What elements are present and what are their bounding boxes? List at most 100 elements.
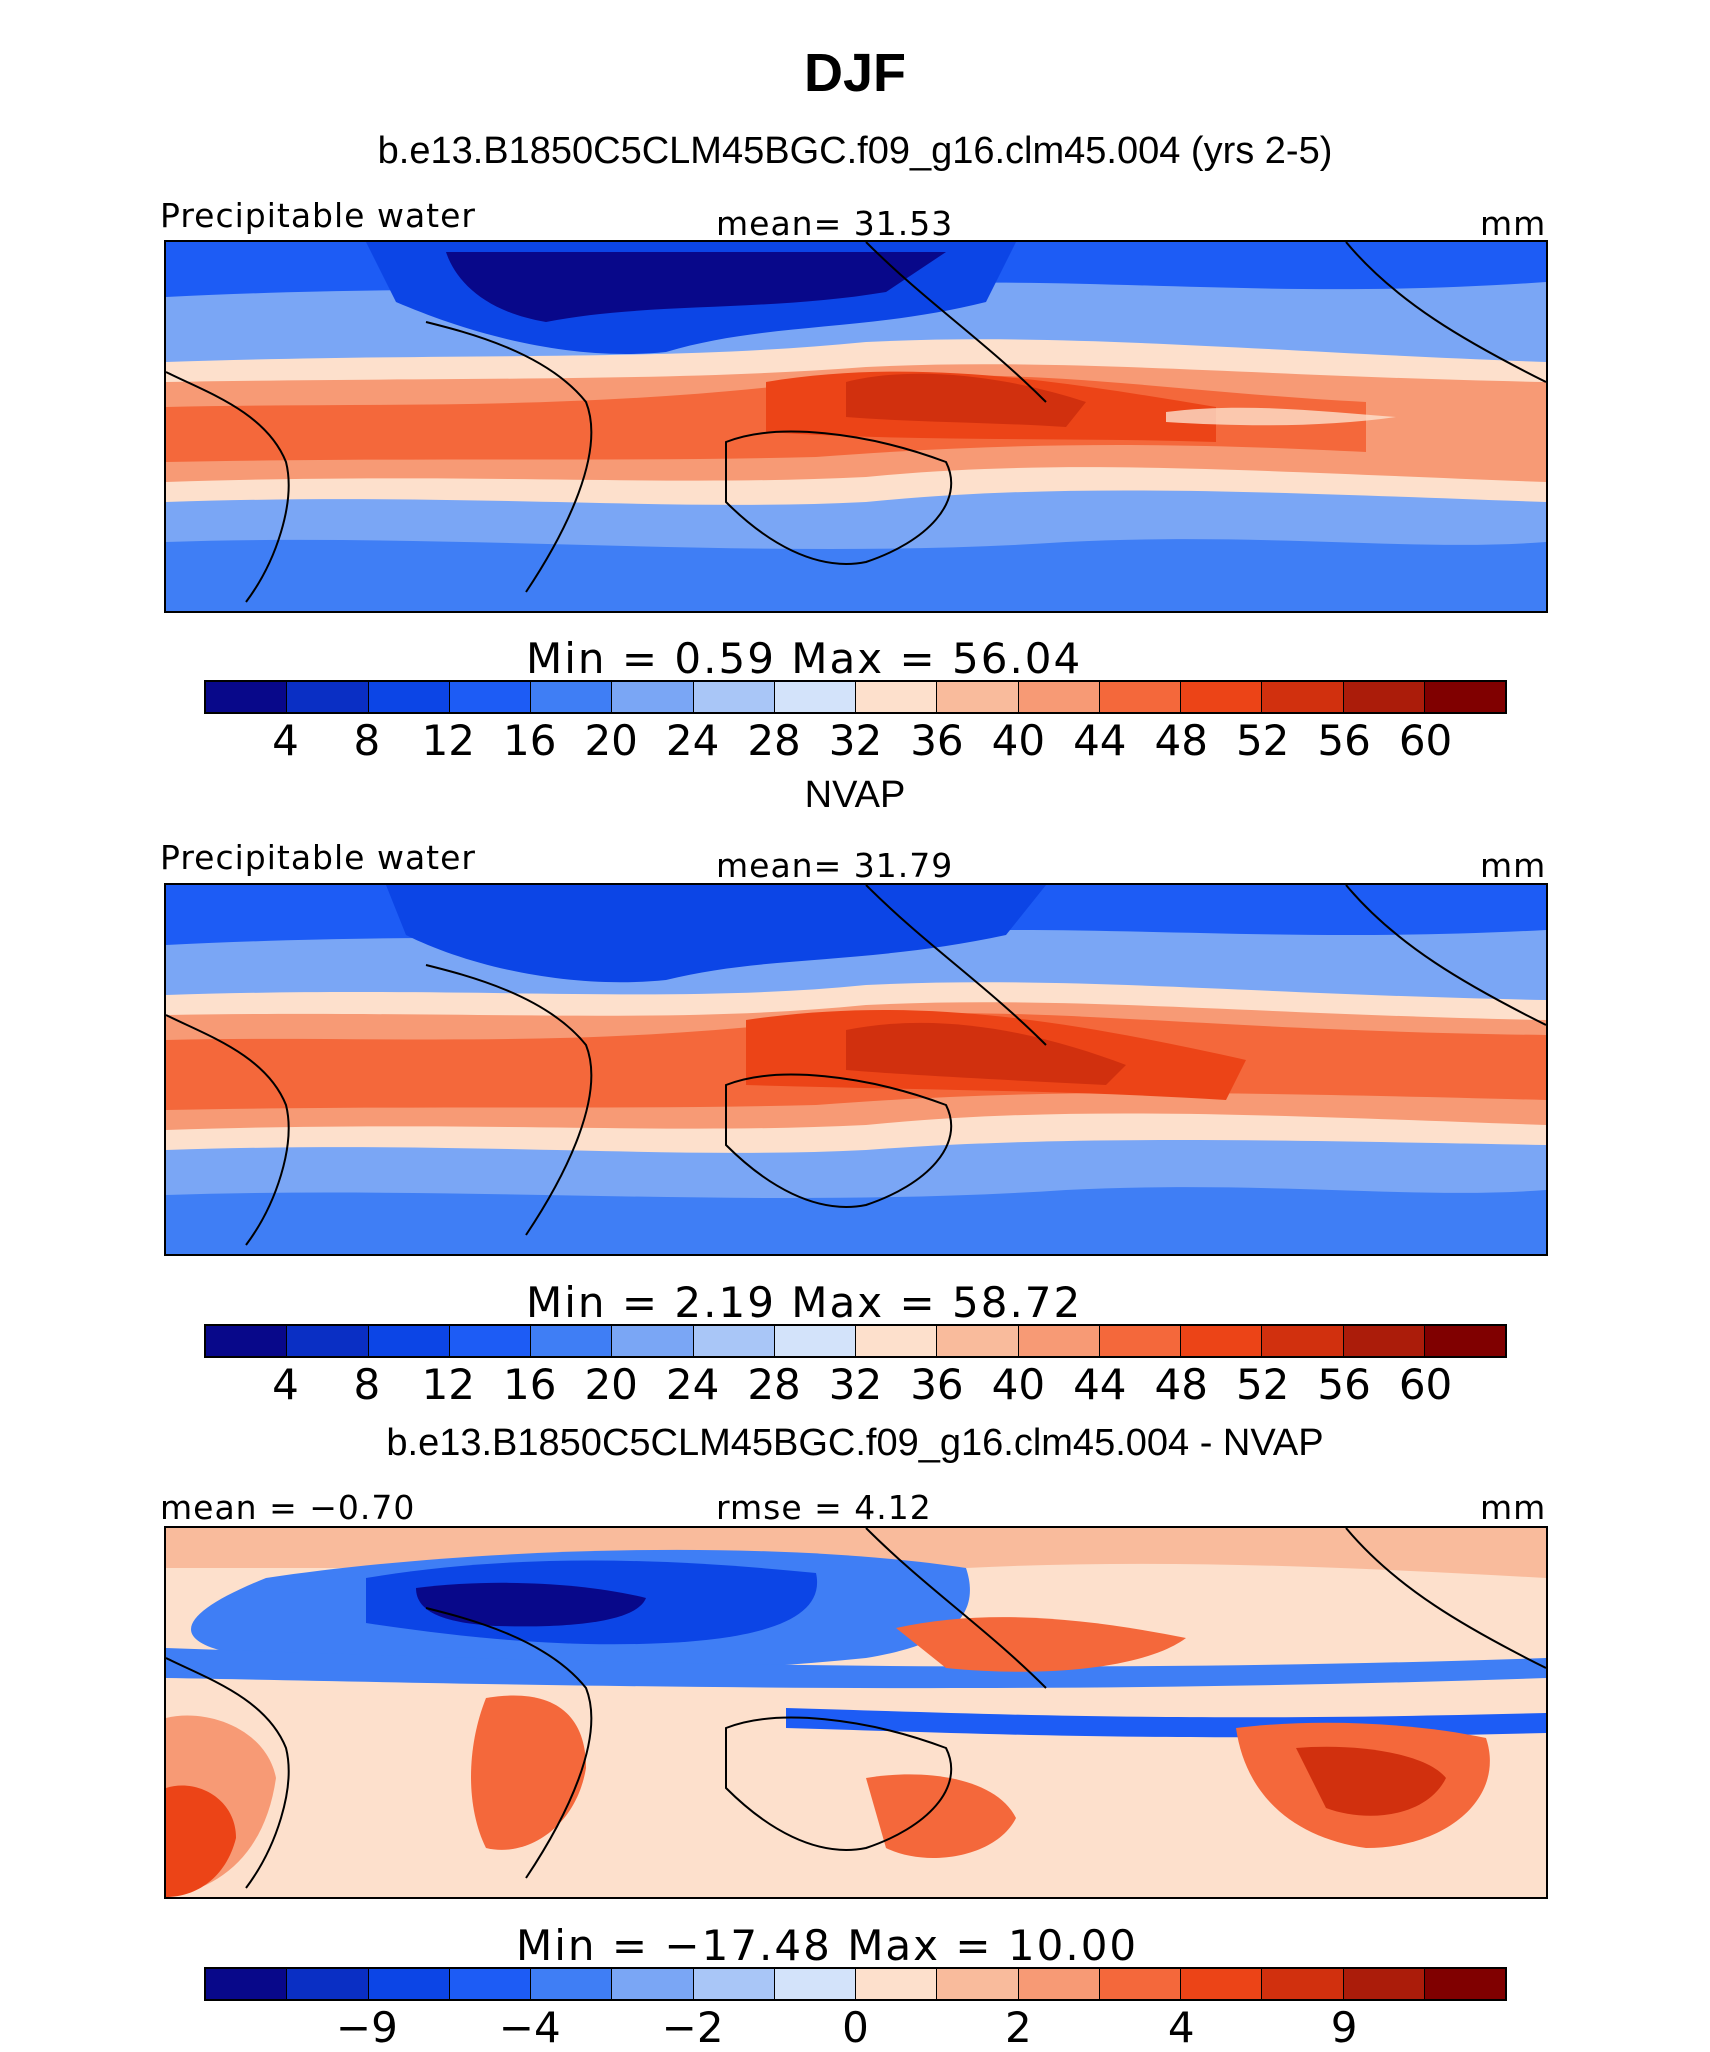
colorbar-box (287, 1969, 369, 1999)
panel-1-mean-label: mean= 31.53 (716, 204, 954, 243)
panel-1-units: mm (1480, 204, 1547, 243)
colorbar-box (1099, 682, 1181, 712)
colorbar-box (1099, 1969, 1181, 1999)
colorbar-box (856, 682, 938, 712)
colorbar-box (449, 682, 531, 712)
colorbar-box (206, 1969, 288, 1999)
panel-2-min-max: Min = 2.19 Max = 58.72 (526, 1278, 1083, 1327)
colorbar-box (449, 1969, 531, 1999)
colorbar-box (1343, 1969, 1425, 1999)
colorbar-tick-label: 20 (584, 1360, 638, 1409)
panel-2-mean-label: mean= 31.79 (716, 846, 954, 885)
panel-2-variable-label: Precipitable water (160, 838, 476, 877)
colorbar-tick-label: 2 (1005, 2003, 1032, 2052)
colorbar-box (206, 682, 288, 712)
colorbar-box (1018, 682, 1100, 712)
panel-3-map (164, 1526, 1548, 1899)
colorbar-box (774, 682, 856, 712)
panel-1-contours (166, 242, 1546, 611)
colorbar-tick-label: 16 (503, 716, 557, 765)
colorbar-box (937, 682, 1019, 712)
colorbar-box (287, 1326, 369, 1356)
colorbar-tick-label: 36 (910, 1360, 964, 1409)
colorbar-box (693, 682, 775, 712)
colorbar-box (1343, 1326, 1425, 1356)
colorbar-box (1181, 1326, 1263, 1356)
colorbar-box (937, 1969, 1019, 1999)
colorbar-tick-label: 20 (584, 716, 638, 765)
panel-3-mean-label: mean = −0.70 (160, 1488, 416, 1527)
colorbar-box (693, 1326, 775, 1356)
colorbar-tick-label: 9 (1330, 2003, 1358, 2052)
colorbar-box (774, 1969, 856, 1999)
colorbar-tick-label: 8 (353, 716, 381, 765)
colorbar-box (774, 1326, 856, 1356)
colorbar-box (531, 1326, 613, 1356)
colorbar-box (612, 1326, 694, 1356)
colorbar-box (531, 682, 613, 712)
colorbar-box (206, 1326, 288, 1356)
colorbar-tick-label: 24 (665, 716, 720, 765)
colorbar-box (1424, 1326, 1505, 1356)
colorbar-tick-label: 24 (665, 1360, 720, 1409)
colorbar-tick-label: 32 (828, 1360, 883, 1409)
colorbar-tick-label: 28 (747, 1360, 801, 1409)
colorbar-box (1262, 682, 1344, 712)
colorbar-tick-label: 4 (1167, 2003, 1195, 2052)
colorbar-box (368, 1969, 450, 1999)
panel-2-units: mm (1480, 846, 1547, 885)
panel-1-colorbar (204, 680, 1507, 714)
panel-3-units: mm (1480, 1488, 1547, 1527)
panel-3-colorbar (204, 1967, 1507, 2001)
panel-1-min-max: Min = 0.59 Max = 56.04 (526, 634, 1083, 683)
colorbar-tick-label: 40 (991, 716, 1046, 765)
colorbar-box (1424, 1969, 1505, 1999)
panel-1-variable-label: Precipitable water (160, 196, 476, 235)
colorbar-tick-label: −9 (335, 2003, 398, 2052)
colorbar-tick-label: 32 (828, 716, 883, 765)
colorbar-box (612, 682, 694, 712)
colorbar-tick-label: −2 (661, 2003, 724, 2052)
colorbar-tick-label: 44 (1073, 1360, 1127, 1409)
panel-3-contours (166, 1528, 1546, 1897)
colorbar-box (1262, 1969, 1344, 1999)
colorbar-tick-label: 52 (1235, 1360, 1290, 1409)
colorbar-tick-label: 16 (503, 1360, 557, 1409)
panel-3-subtitle: b.e13.B1850C5CLM45BGC.f09_g16.clm45.004 … (386, 1422, 1324, 1464)
colorbar-box (368, 682, 450, 712)
colorbar-tick-label: 12 (421, 1360, 476, 1409)
colorbar-box (856, 1326, 938, 1356)
panel-2-contours (166, 885, 1546, 1254)
colorbar-box (856, 1969, 938, 1999)
colorbar-tick-label: 56 (1317, 1360, 1371, 1409)
colorbar-box (937, 1326, 1019, 1356)
colorbar-tick-label: 4 (272, 1360, 299, 1409)
panel-1-map (164, 240, 1548, 613)
colorbar-box (1262, 1326, 1344, 1356)
panel-2-map (164, 883, 1548, 1256)
colorbar-box (287, 682, 369, 712)
panel-2-colorbar (204, 1324, 1507, 1358)
colorbar-tick-label: 60 (1398, 1360, 1453, 1409)
colorbar-box (449, 1326, 531, 1356)
colorbar-tick-label: 0 (842, 2003, 869, 2052)
panel-3-rmse-label: rmse = 4.12 (716, 1488, 932, 1527)
colorbar-box (1099, 1326, 1181, 1356)
colorbar-box (368, 1326, 450, 1356)
figure-title: DJF (803, 43, 906, 103)
colorbar-box (1424, 682, 1505, 712)
colorbar-tick-label: 60 (1398, 716, 1453, 765)
panel-3-min-max: Min = −17.48 Max = 10.00 (516, 1921, 1139, 1970)
colorbar-tick-label: 28 (747, 716, 801, 765)
colorbar-box (1181, 1969, 1263, 1999)
panel-1-subtitle: b.e13.B1850C5CLM45BGC.f09_g16.clm45.004 … (377, 130, 1333, 172)
colorbar-box (612, 1969, 694, 1999)
colorbar-tick-label: 44 (1073, 716, 1127, 765)
colorbar-tick-label: −4 (498, 2003, 561, 2052)
colorbar-tick-label: 40 (991, 1360, 1046, 1409)
colorbar-tick-label: 48 (1154, 1360, 1208, 1409)
colorbar-tick-label: 4 (272, 716, 299, 765)
colorbar-tick-label: 56 (1317, 716, 1371, 765)
colorbar-tick-label: 52 (1235, 716, 1290, 765)
panel-2-subtitle: NVAP (804, 774, 906, 816)
